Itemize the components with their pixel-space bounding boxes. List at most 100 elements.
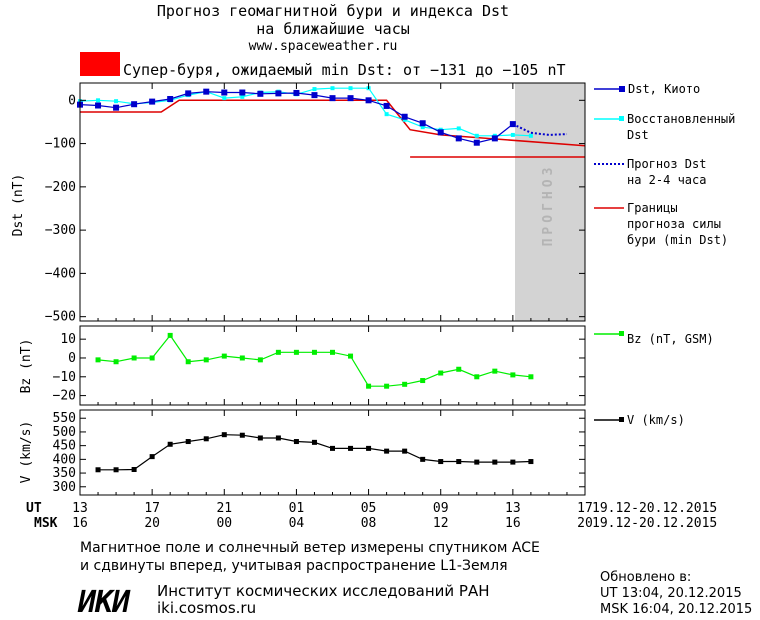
legend-item-forecast-dst: Прогноз Dst на 2-4 часа	[594, 157, 706, 187]
dst-panel: ПРОГНОЗ 0 −100 −200 −300 −400 −500 Dst (nT)	[11, 82, 586, 325]
dst-y-axis-label: Dst (nT)	[11, 174, 26, 237]
solar-wind-speed-line-point	[113, 467, 119, 473]
legend-label-dst-kyoto: Dst, Киото	[628, 82, 700, 96]
x-tick-label-ut: 01	[289, 501, 305, 516]
dst-kyoto-line-point	[239, 89, 246, 96]
y-tick-label: 300	[53, 480, 76, 495]
solar-wind-speed-line-point	[366, 445, 372, 451]
bz-line-point	[438, 370, 444, 376]
source-url: www.spaceweather.ru	[249, 39, 398, 54]
bz-panel: 10 0 −10 −20 Bz (nT)	[19, 325, 586, 406]
y-tick-label: 10	[60, 332, 76, 347]
restored-dst-line-point	[114, 99, 119, 104]
solar-wind-speed-line-point	[131, 467, 137, 472]
forecast-dst-line	[512, 123, 568, 136]
bz-line-point	[149, 355, 155, 361]
dst-kyoto-line-point	[167, 96, 174, 103]
v-y-axis-label: V (km/s)	[19, 421, 34, 484]
institute-name: Институт космических исследований РАН	[157, 582, 490, 600]
dst-kyoto-line-point	[473, 139, 480, 146]
updated-label: Обновлено в:	[600, 570, 691, 585]
y-tick-label: 0	[68, 93, 76, 108]
bz-line-point	[330, 349, 335, 355]
restored-dst-line-point	[384, 112, 389, 117]
bz-line	[97, 334, 531, 387]
dst-kyoto-line-point	[203, 88, 210, 95]
dst-kyoto-line-point	[95, 102, 102, 109]
x-tick-label-msk: 12	[433, 516, 449, 531]
bz-plot-frame	[79, 325, 586, 406]
solar-wind-speed-line-point	[149, 454, 155, 460]
restored-dst-line-point	[348, 86, 353, 91]
y-tick-label: −10	[53, 370, 76, 385]
y-tick-label: 500	[53, 425, 76, 440]
storm-bound-upper-line	[80, 99, 586, 147]
storm-level-swatch	[80, 52, 120, 76]
solar-wind-speed-line-point	[311, 439, 317, 445]
dst-kyoto-line-point	[257, 90, 264, 97]
bz-line-point	[203, 357, 209, 363]
y-tick-label: −20	[53, 389, 76, 404]
solar-wind-speed-line-point	[203, 436, 209, 442]
solar-wind-speed-line-point	[330, 445, 335, 451]
legend-label-restored-2: Dst	[627, 128, 649, 142]
bz-line-point	[348, 353, 354, 359]
dst-kyoto-line-point	[437, 129, 444, 136]
y-tick-label: 0	[68, 351, 76, 366]
legend-label-bounds-1: Границы	[627, 201, 678, 215]
footer-note-line-1: Магнитное поле и солнечный ветер измерен…	[80, 540, 540, 556]
restored-dst-line-point	[474, 133, 479, 138]
bz-line-point	[185, 359, 191, 365]
solar-wind-speed-line-point	[528, 459, 534, 465]
bz-line-point	[420, 378, 426, 384]
dst-kyoto-line-point	[401, 113, 408, 120]
solar-wind-speed-line-point	[402, 448, 408, 454]
dst-kyoto-line-point	[509, 121, 516, 128]
bz-line-point	[221, 353, 227, 359]
y-tick-label: −200	[45, 180, 76, 195]
restored-dst-line-point	[528, 133, 533, 138]
x-tick-label-msk: 16	[72, 516, 88, 531]
restored-dst-line-point	[222, 96, 227, 101]
legend: Dst, Киото Восстановленный Dst Прогноз D…	[594, 82, 735, 427]
dst-kyoto-line-point	[329, 95, 336, 102]
legend-item-bz: Bz (nT, GSM)	[594, 331, 714, 346]
solar-wind-speed-line-point	[492, 459, 498, 465]
legend-item-restored-dst: Восстановленный Dst	[594, 112, 735, 142]
dst-kyoto-line-point	[365, 97, 372, 104]
forecast-zone	[515, 83, 585, 321]
solar-wind-speed-line-point	[221, 432, 227, 438]
x-tick-label-msk: 16	[505, 516, 521, 531]
solar-wind-speed-line-point	[257, 435, 263, 441]
legend-label-restored-1: Восстановленный	[627, 112, 735, 126]
solar-wind-speed-line-point	[474, 459, 480, 465]
bz-line-point	[113, 359, 119, 365]
solar-wind-speed-line-point	[293, 439, 299, 445]
y-tick-label: 350	[53, 466, 76, 481]
legend-label-bounds-3: бури (min Dst)	[627, 233, 728, 247]
msk-date-range: 19.12-20.12.2015	[592, 516, 717, 531]
institute-site[interactable]: iki.cosmos.ru	[157, 599, 256, 617]
bz-line-point	[167, 332, 173, 338]
restored-dst-line-point	[510, 132, 515, 137]
iki-logo: ИКИ	[77, 585, 131, 620]
forecast-zone-label: ПРОГНОЗ	[541, 164, 556, 247]
y-tick-label: −500	[45, 310, 76, 325]
title-line-1: Прогноз геомагнитной бури и индекса Dst	[157, 2, 509, 20]
restored-dst-line-point	[456, 126, 461, 131]
solar-wind-speed-line-point	[456, 459, 462, 465]
solar-wind-speed-line-point	[438, 459, 444, 465]
dst-kyoto-line-point	[311, 92, 318, 99]
restored-dst-line-point	[240, 94, 245, 99]
y-tick-label: −300	[45, 223, 76, 238]
dst-kyoto-line-point	[131, 101, 138, 108]
title-line-2: на ближайшие часы	[256, 20, 410, 38]
x-tick-label-msk: 20	[577, 516, 593, 531]
solar-wind-speed-line-point	[275, 435, 281, 441]
dst-kyoto-line-point	[347, 95, 354, 102]
updated-ut: UT 13:04, 20.12.2015	[600, 586, 742, 601]
legend-label-bounds-2: прогноза силы	[627, 217, 721, 231]
msk-axis-label: MSK	[34, 516, 58, 531]
v-plot-frame	[79, 409, 586, 496]
